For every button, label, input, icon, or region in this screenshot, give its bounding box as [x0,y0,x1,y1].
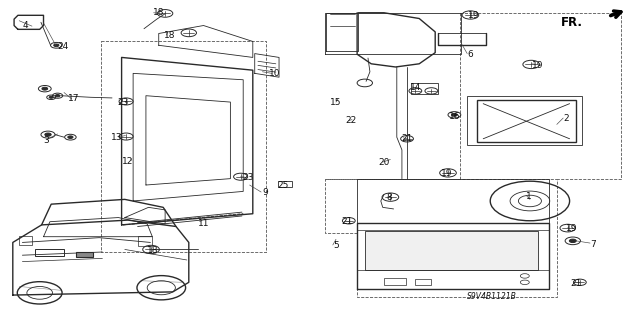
Bar [411,83,438,94]
Text: 18: 18 [164,31,175,40]
Bar [278,181,292,187]
Bar [365,231,538,270]
Text: 23: 23 [243,173,254,182]
Circle shape [570,239,576,242]
Text: 13: 13 [111,133,123,142]
Text: FR.: FR. [561,16,582,29]
Text: 17: 17 [68,94,79,103]
Text: 21: 21 [342,217,353,226]
Circle shape [452,113,457,116]
Bar [35,249,64,256]
Text: 2: 2 [564,114,569,122]
Bar [76,252,93,257]
Bar [467,96,582,145]
Circle shape [49,96,53,98]
Text: 5: 5 [333,241,339,250]
Circle shape [68,136,73,138]
Bar [138,236,152,246]
Circle shape [45,133,51,136]
Text: 20: 20 [378,158,390,167]
Text: 18: 18 [153,8,164,17]
Text: 19: 19 [532,61,543,70]
Circle shape [54,44,59,47]
Text: 3: 3 [44,136,49,145]
Bar [477,100,576,142]
Text: 9: 9 [262,189,268,197]
Text: 24: 24 [57,42,68,51]
Text: 1: 1 [526,192,531,201]
Bar [384,278,406,285]
Text: S9V4B1121B: S9V4B1121B [467,292,516,300]
Text: 19: 19 [441,169,452,178]
Circle shape [42,87,48,90]
Text: 8: 8 [387,193,392,202]
Text: 19: 19 [468,11,479,20]
Text: 22: 22 [345,116,356,125]
Text: 16: 16 [449,112,460,121]
Bar [19,236,32,245]
Text: 18: 18 [147,246,158,255]
Text: 6: 6 [468,50,473,59]
Text: 4: 4 [23,21,28,30]
Text: 25: 25 [277,181,289,189]
Text: 15: 15 [330,98,341,107]
Text: 23: 23 [118,98,129,107]
Text: 21: 21 [570,279,582,288]
Text: 11: 11 [198,219,209,228]
Text: 14: 14 [410,83,422,92]
Text: 19: 19 [566,224,577,233]
Circle shape [55,94,60,97]
Text: 7: 7 [591,240,596,249]
Text: 10: 10 [269,69,281,78]
Text: 21: 21 [401,134,413,143]
Bar [415,279,431,285]
Text: 12: 12 [122,157,134,166]
